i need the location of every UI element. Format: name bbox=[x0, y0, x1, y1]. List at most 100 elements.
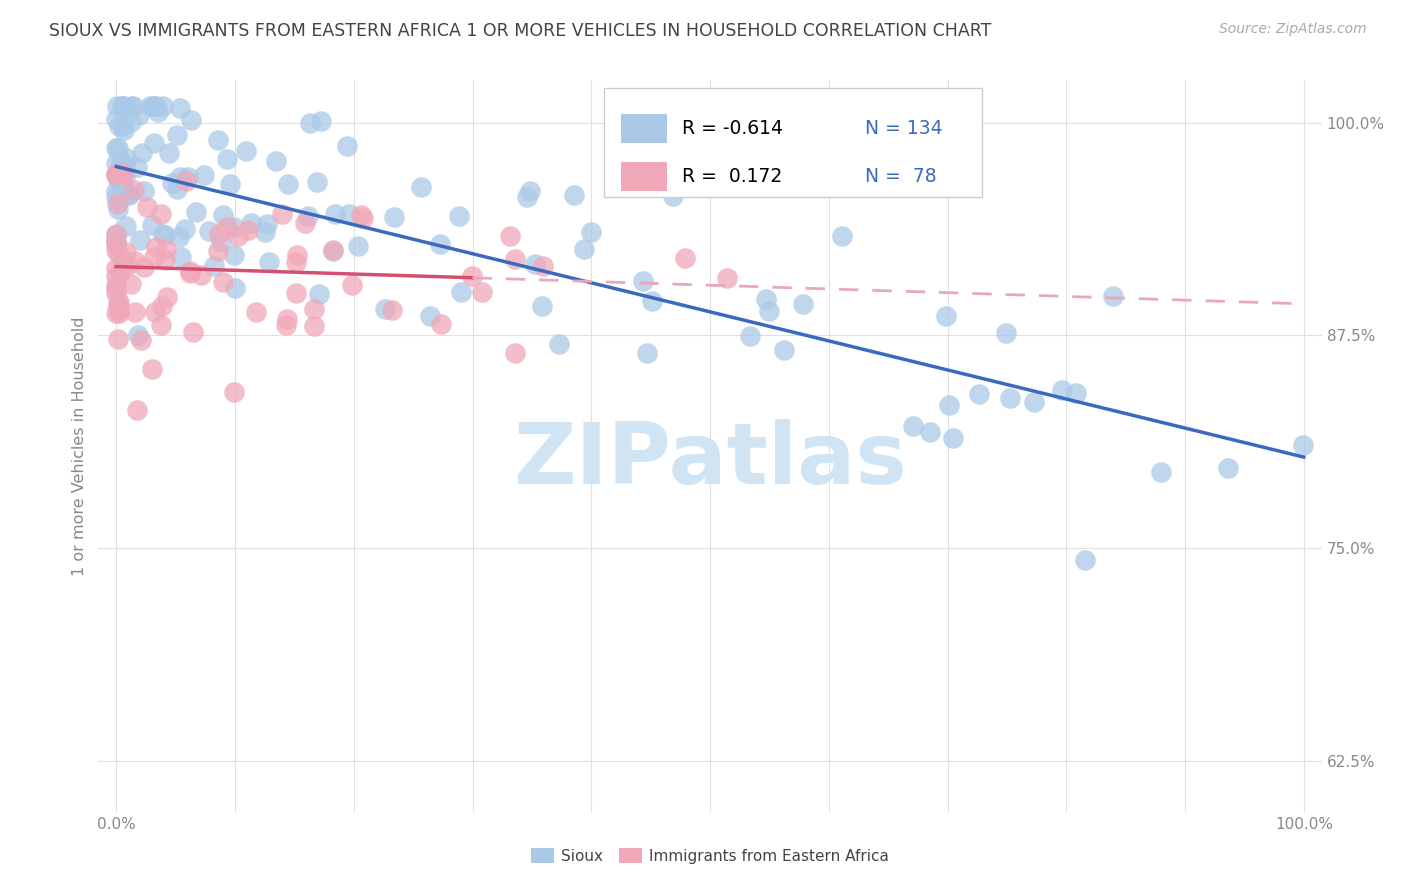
Point bbox=[309, 113, 332, 128]
Point bbox=[105, 141, 128, 155]
Point bbox=[118, 187, 141, 202]
Point bbox=[108, 265, 131, 279]
Point bbox=[322, 244, 344, 259]
Point bbox=[212, 208, 235, 222]
Point bbox=[503, 252, 526, 266]
Point bbox=[107, 202, 129, 216]
Point bbox=[110, 158, 132, 172]
Point bbox=[409, 179, 432, 194]
Point bbox=[461, 268, 484, 283]
Point bbox=[120, 115, 142, 129]
Point bbox=[994, 326, 1017, 340]
Point bbox=[166, 128, 188, 142]
Point bbox=[120, 277, 142, 292]
Point bbox=[121, 99, 143, 113]
Text: Source: ZipAtlas.com: Source: ZipAtlas.com bbox=[1219, 22, 1367, 37]
Point bbox=[901, 418, 924, 433]
Point bbox=[299, 116, 322, 130]
Point bbox=[222, 248, 245, 262]
Text: R =  0.172: R = 0.172 bbox=[682, 167, 782, 186]
Point bbox=[429, 317, 451, 331]
Point bbox=[181, 325, 204, 339]
Point bbox=[235, 144, 257, 158]
Point bbox=[105, 189, 128, 203]
Point bbox=[202, 259, 225, 273]
Point bbox=[222, 385, 245, 400]
Point bbox=[381, 302, 404, 317]
FancyBboxPatch shape bbox=[603, 87, 981, 196]
Point bbox=[149, 318, 172, 332]
Point bbox=[105, 235, 128, 249]
Point bbox=[153, 227, 176, 242]
Point bbox=[112, 99, 135, 113]
Point bbox=[108, 173, 131, 187]
Point bbox=[179, 266, 201, 280]
Point bbox=[287, 248, 309, 262]
Point bbox=[114, 151, 136, 165]
Point bbox=[124, 254, 146, 268]
Point bbox=[122, 99, 145, 113]
Point bbox=[105, 236, 128, 251]
Point bbox=[122, 183, 145, 197]
Point bbox=[755, 292, 778, 306]
Point bbox=[209, 235, 232, 249]
Point bbox=[141, 219, 163, 233]
Point bbox=[107, 173, 129, 187]
Point bbox=[325, 207, 347, 221]
Point bbox=[169, 170, 191, 185]
Point bbox=[105, 167, 128, 181]
Point bbox=[153, 253, 176, 268]
Point bbox=[107, 141, 129, 155]
Point bbox=[149, 207, 172, 221]
Text: SIOUX VS IMMIGRANTS FROM EASTERN AFRICA 1 OR MORE VEHICLES IN HOUSEHOLD CORRELAT: SIOUX VS IMMIGRANTS FROM EASTERN AFRICA … bbox=[49, 22, 991, 40]
Point bbox=[738, 329, 761, 343]
Point bbox=[156, 290, 179, 304]
Point bbox=[114, 219, 136, 233]
Point bbox=[337, 207, 360, 221]
Point bbox=[112, 123, 135, 137]
Point bbox=[157, 146, 180, 161]
Point bbox=[155, 242, 177, 256]
Point bbox=[581, 225, 603, 239]
Point bbox=[107, 120, 129, 134]
Point bbox=[572, 242, 595, 256]
Point bbox=[419, 309, 441, 323]
Point bbox=[471, 285, 494, 300]
Point bbox=[920, 425, 942, 439]
Point bbox=[107, 332, 129, 346]
Point bbox=[105, 156, 128, 170]
Point bbox=[257, 255, 280, 269]
Point bbox=[236, 223, 259, 237]
Point bbox=[505, 345, 527, 359]
Point bbox=[277, 177, 299, 191]
Point bbox=[150, 300, 173, 314]
Point bbox=[1050, 383, 1073, 397]
Point bbox=[352, 211, 374, 225]
Point bbox=[107, 306, 129, 320]
Point bbox=[107, 247, 129, 261]
Point bbox=[184, 204, 207, 219]
Point bbox=[127, 327, 149, 342]
Point bbox=[167, 230, 190, 244]
Point bbox=[177, 169, 200, 184]
Point bbox=[170, 250, 193, 264]
Point bbox=[105, 227, 128, 241]
Point bbox=[152, 99, 174, 113]
Point bbox=[105, 112, 128, 127]
Point bbox=[114, 158, 136, 172]
Point bbox=[758, 304, 780, 318]
Point bbox=[207, 244, 229, 258]
Point bbox=[143, 250, 166, 264]
Point bbox=[294, 216, 316, 230]
Point bbox=[160, 177, 183, 191]
Point bbox=[145, 239, 167, 253]
Point bbox=[110, 154, 132, 169]
Point bbox=[1000, 391, 1022, 405]
Point bbox=[105, 234, 128, 248]
Point bbox=[215, 220, 238, 235]
Point bbox=[105, 197, 128, 211]
Point bbox=[636, 346, 658, 360]
Point bbox=[132, 184, 155, 198]
Point bbox=[450, 285, 472, 300]
Point bbox=[256, 217, 278, 231]
